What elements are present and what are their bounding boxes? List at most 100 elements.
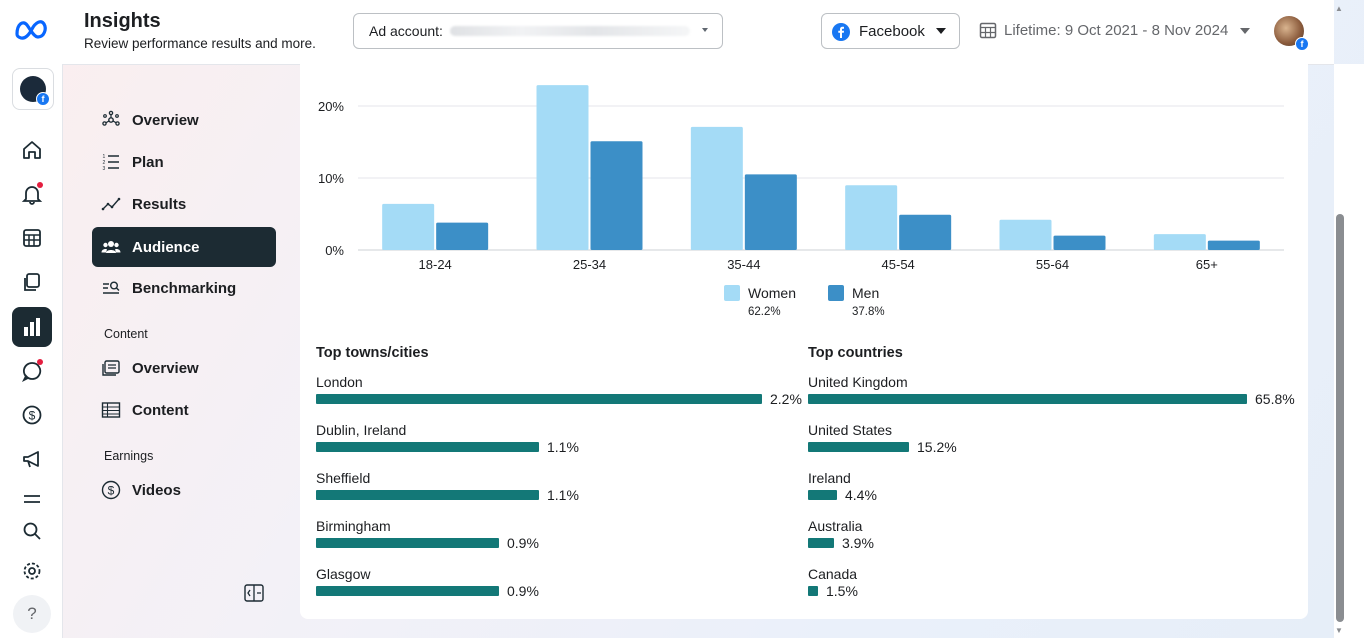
- help-icon[interactable]: ?: [13, 595, 51, 633]
- date-range-label: Lifetime: 9 Oct 2021 - 8 Nov 2024: [1004, 22, 1229, 39]
- nav-item-results[interactable]: Results: [92, 184, 276, 224]
- bar-men-65+[interactable]: [1207, 240, 1260, 250]
- caret-down-icon: [1240, 28, 1250, 34]
- nav-item-benchmarking[interactable]: Benchmarking: [92, 268, 276, 308]
- country-bar: [808, 394, 1247, 404]
- country-bar: [808, 538, 834, 548]
- top-cities-title: Top towns/cities: [316, 345, 429, 361]
- insights-icon[interactable]: [12, 307, 52, 347]
- meta-logo[interactable]: [14, 16, 50, 44]
- nav-item-videos[interactable]: $ Videos: [92, 470, 276, 510]
- search-icon[interactable]: [12, 511, 52, 551]
- country-name: Canada: [808, 566, 858, 582]
- platform-label: Facebook: [859, 23, 925, 40]
- scroll-up-arrow-icon[interactable]: ▲: [1335, 4, 1343, 13]
- city-value: 0.9%: [507, 583, 539, 599]
- country-value: 1.5%: [826, 583, 858, 599]
- city-bar: [316, 586, 499, 596]
- caret-down-icon: [936, 28, 946, 34]
- nav-label: Content: [132, 401, 189, 419]
- nav-item-audience[interactable]: Audience: [92, 227, 276, 267]
- y-tick-label: 20%: [318, 99, 344, 114]
- y-tick-label: 10%: [318, 171, 344, 186]
- page-avatar-image: f: [20, 76, 50, 106]
- facebook-icon: [832, 23, 850, 41]
- x-tick-label: 18-24: [419, 257, 452, 272]
- top-bar: Insights Review performance results and …: [62, 0, 1334, 65]
- bar-men-25-34[interactable]: [590, 141, 643, 250]
- city-name: London: [316, 374, 363, 390]
- bar-women-35-44[interactable]: [690, 126, 743, 250]
- city-value: 1.1%: [547, 439, 579, 455]
- country-value: 15.2%: [917, 439, 957, 455]
- nav-item-content[interactable]: Content: [92, 390, 276, 430]
- country-value: 3.9%: [842, 535, 874, 551]
- home-icon[interactable]: [12, 130, 52, 170]
- legend-share: 62.2%: [748, 306, 781, 318]
- help-label: ?: [27, 604, 37, 623]
- menu-icon[interactable]: [12, 479, 52, 519]
- ads-icon[interactable]: [12, 439, 52, 479]
- x-tick-label: 25-34: [573, 257, 606, 272]
- svg-text:$: $: [108, 484, 115, 498]
- bar-women-65+[interactable]: [1153, 234, 1206, 250]
- facebook-badge-icon: f: [36, 92, 50, 106]
- nav-label: Audience: [132, 238, 200, 256]
- bar-women-45-54[interactable]: [845, 185, 898, 250]
- page-avatar[interactable]: f: [12, 68, 54, 110]
- nav-item-overview[interactable]: Overview: [92, 100, 276, 140]
- city-bar: [316, 394, 762, 404]
- city-name: Birmingham: [316, 518, 391, 534]
- grid-icon[interactable]: [12, 218, 52, 258]
- collapse-sidebar-icon[interactable]: [244, 584, 264, 602]
- nav-label: Benchmarking: [132, 279, 237, 297]
- bar-men-55-64[interactable]: [1053, 235, 1106, 250]
- legend-swatch: [724, 285, 740, 301]
- user-avatar[interactable]: f: [1274, 16, 1309, 51]
- country-name: United Kingdom: [808, 374, 908, 390]
- city-bar: [316, 442, 539, 452]
- city-bar: [316, 538, 499, 548]
- city-name: Glasgow: [316, 566, 371, 582]
- ad-account-dropdown[interactable]: Ad account:: [353, 13, 723, 49]
- x-tick-label: 55-64: [1036, 257, 1069, 272]
- facebook-badge-icon: f: [1295, 37, 1309, 51]
- icon-rail: f $ ?: [0, 0, 63, 638]
- messages-icon[interactable]: [12, 351, 52, 391]
- nav-label: Plan: [132, 153, 164, 171]
- ad-account-redacted: [450, 26, 690, 36]
- monetization-icon[interactable]: $: [12, 395, 52, 435]
- country-bar: [808, 442, 909, 452]
- city-name: Dublin, Ireland: [316, 422, 407, 438]
- nav-label: Overview: [132, 359, 199, 377]
- pages-icon[interactable]: [12, 262, 52, 302]
- svg-text:$: $: [29, 409, 36, 423]
- age-gender-chart: 0% 10% 20% 18-24 25-34 35-44 45-54 55-64 65+: [318, 85, 1284, 272]
- results-icon: [101, 194, 121, 214]
- country-bar: [808, 490, 837, 500]
- top-countries-title: Top countries: [808, 345, 903, 361]
- overview-icon: [101, 110, 121, 130]
- nav-item-content-overview[interactable]: Overview: [92, 348, 276, 388]
- bar-men-45-54[interactable]: [899, 214, 952, 250]
- svg-text:2: 2: [103, 160, 106, 166]
- bar-women-25-34[interactable]: [536, 85, 589, 251]
- x-tick-label: 35-44: [727, 257, 760, 272]
- audience-icon: [101, 237, 121, 257]
- settings-icon[interactable]: [12, 551, 52, 591]
- scrollbar-thumb[interactable]: [1336, 214, 1344, 622]
- bar-women-55-64[interactable]: [999, 219, 1052, 250]
- platform-dropdown[interactable]: Facebook: [821, 13, 960, 49]
- bar-men-35-44[interactable]: [744, 174, 797, 250]
- x-tick-label: 45-54: [882, 257, 915, 272]
- svg-text:1: 1: [103, 154, 106, 160]
- city-value: 2.2%: [770, 391, 802, 407]
- bar-women-18-24[interactable]: [382, 203, 435, 250]
- scroll-down-arrow-icon[interactable]: ▼: [1335, 626, 1343, 635]
- bar-men-18-24[interactable]: [436, 222, 489, 250]
- country-name: United States: [808, 422, 893, 438]
- notifications-icon[interactable]: [12, 174, 52, 214]
- x-tick-label: 65+: [1196, 257, 1218, 272]
